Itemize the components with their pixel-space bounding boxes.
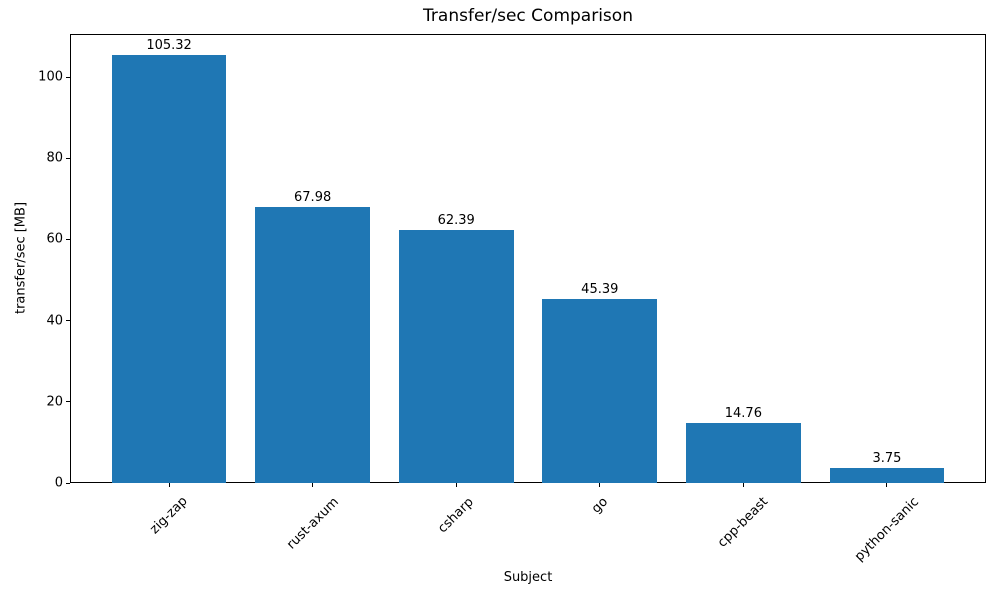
y-tick-mark: [66, 482, 70, 484]
x-tick-mark: [886, 483, 888, 487]
bar-value-label: 45.39: [581, 281, 619, 297]
y-tick-mark: [66, 76, 70, 78]
x-tick-mark: [742, 483, 744, 487]
chart-title: Transfer/sec Comparison: [423, 6, 633, 26]
x-tick-label: csharp: [435, 494, 477, 536]
x-tick-mark: [312, 483, 314, 487]
y-tick-mark: [66, 401, 70, 403]
bar-value-label: 3.75: [872, 450, 902, 466]
bar: [542, 298, 658, 483]
bar: [111, 55, 227, 483]
y-tick-label: 20: [46, 394, 63, 410]
y-tick-label: 80: [46, 150, 63, 166]
bar: [829, 467, 945, 483]
bar-value-label: 14.76: [724, 406, 762, 422]
y-axis-label: transfer/sec [MB]: [13, 201, 29, 315]
x-tick-label: rust-axum: [283, 494, 342, 553]
x-tick-label: zig-zap: [147, 494, 191, 538]
y-tick-label: 60: [46, 231, 63, 247]
y-tick-mark: [66, 238, 70, 240]
x-tick-mark: [168, 483, 170, 487]
x-tick-label: cpp-beast: [715, 494, 772, 551]
x-axis-label: Subject: [503, 570, 553, 585]
x-tick-mark: [455, 483, 457, 487]
y-tick-label: 100: [38, 69, 63, 85]
bar: [685, 423, 801, 483]
bar: [398, 229, 514, 483]
bar-value-label: 105.32: [146, 38, 192, 54]
x-tick-mark: [599, 483, 601, 487]
x-tick-label: go: [588, 494, 611, 517]
y-tick-mark: [66, 320, 70, 322]
y-tick-mark: [66, 157, 70, 159]
y-tick-label: 40: [46, 313, 63, 329]
x-tick-label: python-sanic: [851, 494, 922, 565]
bar-value-label: 67.98: [294, 190, 332, 206]
y-tick-label: 0: [54, 475, 63, 491]
bar: [255, 207, 371, 483]
bar-value-label: 62.39: [437, 212, 475, 228]
